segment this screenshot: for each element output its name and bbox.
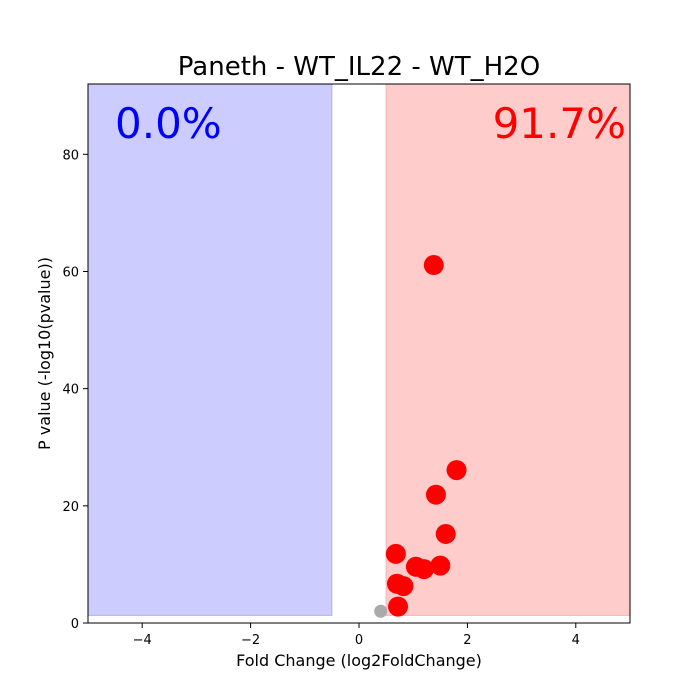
x-axis-label: Fold Change (log2FoldChange): [236, 651, 482, 670]
data-points: [374, 255, 467, 618]
region-up: [385, 83, 631, 616]
x-axis-ticks: −4 −2 0 2 4: [133, 623, 580, 648]
chart-title: Paneth - WT_IL22 - WT_H2O: [178, 52, 540, 82]
point-significant: [423, 255, 444, 276]
point-significant: [393, 576, 414, 597]
x-tick-label: 0: [355, 633, 363, 648]
x-tick-label: 4: [572, 633, 580, 648]
point-significant: [414, 559, 435, 580]
percent-annotations: 0.0% 91.7%: [115, 99, 626, 148]
point-nonsignificant: [374, 604, 388, 618]
x-tick-label: 2: [463, 633, 471, 648]
y-tick-label: 80: [62, 148, 79, 163]
y-tick-label: 40: [62, 383, 79, 398]
annotation-down-percent: 0.0%: [115, 99, 222, 148]
point-significant: [385, 543, 406, 564]
annotation-up-percent: 91.7%: [493, 99, 626, 148]
x-tick-label: −4: [133, 633, 152, 648]
point-significant: [388, 596, 409, 617]
region-down: [87, 83, 333, 616]
point-significant: [425, 484, 446, 505]
point-significant: [430, 555, 451, 576]
point-significant: [435, 523, 456, 544]
point-significant: [446, 460, 467, 481]
y-axis-label: P value (-log10(pvalue)): [35, 257, 54, 450]
shaded-regions: [87, 83, 631, 616]
y-tick-label: 20: [62, 500, 79, 515]
x-tick-label: −2: [241, 633, 260, 648]
y-tick-label: 0: [71, 617, 79, 632]
y-tick-label: 60: [62, 265, 79, 280]
y-axis-ticks: 0 20 40 60 80: [62, 148, 88, 632]
